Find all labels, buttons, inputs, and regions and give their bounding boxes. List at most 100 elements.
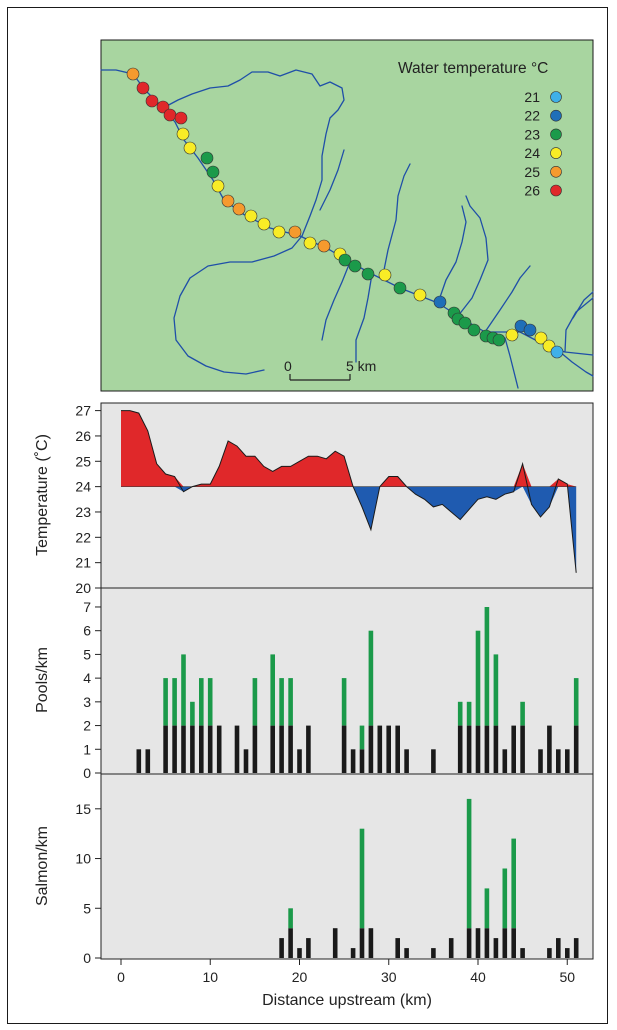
bar-base <box>573 725 579 773</box>
temperature-panel: 20 21 22 23 24 25 26 27 <box>75 403 577 596</box>
bar-base <box>573 938 579 958</box>
legend-label: 26 <box>524 183 540 199</box>
map-legend: 21 22 23 24 25 26 <box>524 89 562 199</box>
site-marker <box>163 108 177 122</box>
temperature-below-area <box>121 486 577 573</box>
bar-base <box>181 725 186 773</box>
site-marker <box>232 202 246 216</box>
bar-base <box>475 928 481 958</box>
site-marker <box>492 333 506 347</box>
bar-extra <box>466 798 472 929</box>
site-marker <box>174 111 188 125</box>
y-tick-label: 2 <box>83 718 91 734</box>
bar-base <box>252 725 258 773</box>
bar-extra <box>288 908 293 929</box>
site-marker <box>413 288 427 302</box>
bar-base <box>172 725 177 773</box>
bar-extra <box>359 725 365 750</box>
site-marker <box>534 331 548 345</box>
temperature-line <box>121 410 577 573</box>
bar-base <box>511 928 516 958</box>
bar-base <box>306 938 311 958</box>
temperature-axis-label: Temperature (˚C) <box>34 434 51 556</box>
bar-base <box>341 725 347 773</box>
y-tick-label: 26 <box>75 428 91 444</box>
site-marker <box>317 239 331 253</box>
scale-bar: 0 5 km <box>284 358 376 381</box>
bar-extra <box>341 678 347 726</box>
figure-frame <box>7 7 608 1024</box>
legend-swatch <box>550 166 562 178</box>
site-marker <box>458 316 472 330</box>
site-marker <box>183 141 197 155</box>
y-tick-label: 0 <box>83 765 91 781</box>
y-tick-label: 5 <box>83 900 91 916</box>
legend-swatch <box>550 184 562 197</box>
bar-base <box>484 928 490 958</box>
bar-base <box>547 948 552 958</box>
site-marker <box>338 253 352 267</box>
bar-base <box>190 725 195 773</box>
site-marker <box>126 67 140 81</box>
bar-base <box>431 948 436 958</box>
bar-extra <box>270 654 275 726</box>
x-tick-label: 20 <box>292 969 308 985</box>
bar-base <box>297 749 302 773</box>
legend-label: 24 <box>524 145 540 161</box>
y-tick-label: 7 <box>83 599 91 615</box>
bar-base <box>538 749 543 773</box>
y-tick-label: 10 <box>75 851 91 867</box>
bar-base <box>297 948 302 958</box>
x-tick-label: 0 <box>117 969 125 985</box>
y-tick-label: 23 <box>75 504 91 520</box>
bar-extra <box>207 678 213 726</box>
bar-base <box>520 725 525 773</box>
bar-base <box>448 938 454 958</box>
river-map: Water temperature °C 21 22 23 24 25 26 0 5 km <box>100 39 594 392</box>
site-marker <box>176 127 190 141</box>
site-marker <box>211 179 225 193</box>
bar-base <box>565 749 570 773</box>
bar-base <box>136 749 142 773</box>
scale-label-end: 5 km <box>346 358 376 374</box>
tributary-ne-3 <box>457 195 489 317</box>
y-tick-label: 27 <box>75 403 91 419</box>
salmon-axis-label: Salmon/km <box>34 826 51 906</box>
x-tick-label: 50 <box>559 969 575 985</box>
bar-extra <box>466 701 472 726</box>
bar-extra <box>252 678 258 726</box>
bar-extra <box>511 838 516 929</box>
y-tick-label: 21 <box>75 555 91 571</box>
bar-extra <box>172 678 177 726</box>
x-tick-label: 30 <box>381 969 397 985</box>
tributary-east <box>564 297 594 353</box>
bar-base <box>556 749 561 773</box>
bar-base <box>279 725 284 773</box>
bar-base <box>404 749 409 773</box>
tributary-south <box>504 337 519 389</box>
y-tick-label: 0 <box>83 950 91 966</box>
site-marker <box>505 328 519 342</box>
temperature-sites <box>126 67 564 359</box>
x-axis-label: Distance upstream (km) <box>262 992 432 1009</box>
site-marker <box>378 268 392 282</box>
y-tick-label: 4 <box>83 670 91 686</box>
site-marker <box>361 267 375 281</box>
site-marker <box>523 323 537 337</box>
tributary-east-2 <box>572 291 594 319</box>
site-marker <box>272 225 286 239</box>
bar-base <box>565 948 570 958</box>
bar-base <box>163 725 168 773</box>
bar-base <box>279 938 284 958</box>
legend-label: 23 <box>524 126 540 142</box>
x-tick-label: 10 <box>202 969 218 985</box>
scale-label-start: 0 <box>284 358 292 374</box>
tributary-se <box>559 351 594 377</box>
legend-swatch <box>550 147 562 159</box>
bar-extra <box>475 630 481 726</box>
legend-swatch <box>550 91 562 103</box>
site-marker <box>136 81 150 95</box>
bar-base <box>466 725 472 773</box>
site-marker <box>244 209 258 223</box>
pools-axis-label: Pools/km <box>34 647 51 713</box>
